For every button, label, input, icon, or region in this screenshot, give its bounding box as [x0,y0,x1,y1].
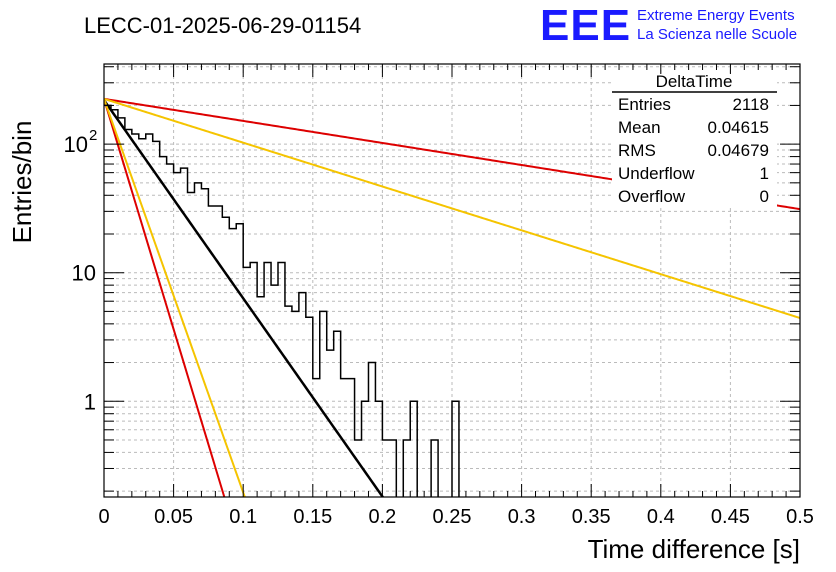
x-tick-label: 0.1 [229,506,257,528]
stats-overflow-label: Overflow [618,187,686,206]
curve-black [104,99,385,497]
logo-line2: La Scienza nelle Scuole [637,26,797,43]
x-tick-label: 0.45 [711,506,750,528]
curve-red [104,98,226,497]
x-tick-label: 0.3 [508,506,536,528]
x-tick-label: 0.05 [154,506,193,528]
stats-box: DeltaTime Entries 2118 Mean 0.04615 RMS … [612,72,777,208]
x-tick-label: 0.25 [433,506,472,528]
stats-box-bg [612,74,777,208]
stats-overflow-value: 0 [760,187,769,206]
x-tick-label: 0.35 [572,506,611,528]
eee-logo: EEE [540,1,631,50]
y-tick-label: 10 [64,132,88,157]
x-tick-label: 0.4 [647,506,675,528]
x-tick-label: 0.5 [786,506,814,528]
stats-entries-value: 2118 [732,95,769,114]
axis-ticks [103,64,801,497]
y-axis-label: Entries/bin [7,121,37,244]
stats-entries-label: Entries [618,95,671,114]
x-tick-label: 0.15 [293,506,332,528]
y-tick-label: 10 [72,261,96,286]
stats-underflow-label: Underflow [618,164,695,183]
histogram [104,104,460,497]
x-tick-labels: 0 0.05 0.1 0.15 0.2 0.25 0.3 0.35 0.4 0.45 0.5 [98,506,813,528]
stats-underflow-value: 1 [760,164,769,183]
y-tick-label: 1 [84,389,96,414]
y-tick-label-exponent: 2 [89,127,97,144]
stats-mean-value: 0.04615 [708,118,769,137]
curve-yellow [104,97,800,319]
stats-rms-value: 0.04679 [708,141,769,160]
stats-rms-label: RMS [618,141,656,160]
plot-title: LECC-01-2025-06-29-01154 [84,13,361,38]
stats-mean-label: Mean [618,118,661,137]
x-tick-label: 0.2 [368,506,396,528]
histogram-outline [104,104,460,497]
x-tick-label: 0 [98,506,109,528]
curve-yellow [104,98,246,497]
x-axis-label: Time difference [s] [588,534,800,564]
stats-title: DeltaTime [656,72,733,91]
logo-line1: Extreme Energy Events [637,7,795,24]
